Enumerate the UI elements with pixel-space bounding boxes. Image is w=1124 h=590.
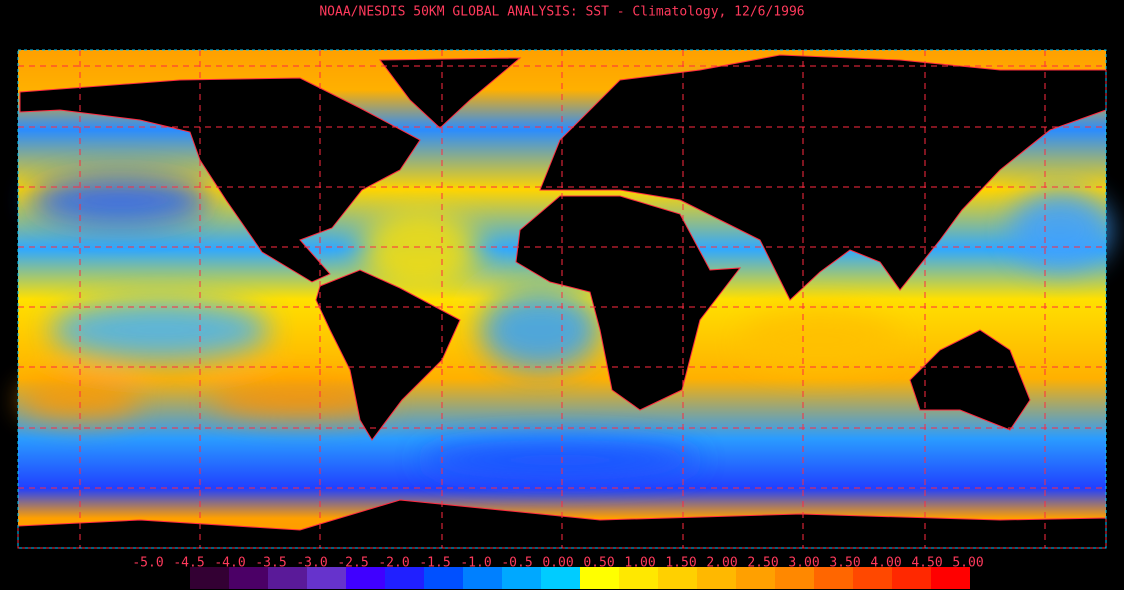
colorbar-label: -0.5 [501, 556, 532, 571]
color-swatch [736, 567, 775, 589]
color-swatch [931, 567, 970, 589]
colorbar-label: 1.00 [624, 556, 655, 571]
colorbar-label: -2.0 [378, 556, 409, 571]
colorbar-label: -5.0 [132, 556, 163, 571]
color-swatch [268, 567, 307, 589]
color-swatch [385, 567, 424, 589]
colorbar-label: 2.50 [747, 556, 778, 571]
colorbar-label: -3.5 [255, 556, 286, 571]
colorbar-label: -2.5 [337, 556, 368, 571]
color-swatch [424, 567, 463, 589]
colorbar-label: -1.0 [460, 556, 491, 571]
color-swatch [541, 567, 580, 589]
colorbar-label: -1.5 [419, 556, 450, 571]
colorbar-label: 4.00 [870, 556, 901, 571]
color-swatch [853, 567, 892, 589]
colorbar-label: 3.50 [829, 556, 860, 571]
colorbar-label: -4.0 [214, 556, 245, 571]
color-swatch [814, 567, 853, 589]
color-swatch [463, 567, 502, 589]
color-swatch [658, 567, 697, 589]
colorbar-label: 3.00 [788, 556, 819, 571]
color-swatch [697, 567, 736, 589]
map [17, 49, 1110, 549]
colorbar-label: 2.00 [706, 556, 737, 571]
color-swatch [892, 567, 931, 589]
map-title: NOAA/NESDIS 50KM GLOBAL ANALYSIS: SST - … [319, 5, 804, 20]
colorbar-label: 0.50 [583, 556, 614, 571]
colorbar-label: 5.00 [952, 556, 983, 571]
color-swatch [346, 567, 385, 589]
colorbar-label: 0.00 [542, 556, 573, 571]
color-swatch [190, 567, 229, 589]
colorbar-label: -4.5 [173, 556, 204, 571]
colorbar-label: 1.50 [665, 556, 696, 571]
colorbar-label: -3.0 [296, 556, 327, 571]
colorbar: -5.0 -4.5 -4.0 -3.5 -3.0 -2.5 -2.0 -1.5 -1.0 -0.5… [132, 556, 984, 589]
color-swatch [229, 567, 268, 589]
color-swatch [775, 567, 814, 589]
colorbar-label: 4.50 [911, 556, 942, 571]
color-swatch [619, 567, 658, 589]
color-swatch [580, 567, 619, 589]
color-swatch [307, 567, 346, 589]
color-swatch [502, 567, 541, 589]
